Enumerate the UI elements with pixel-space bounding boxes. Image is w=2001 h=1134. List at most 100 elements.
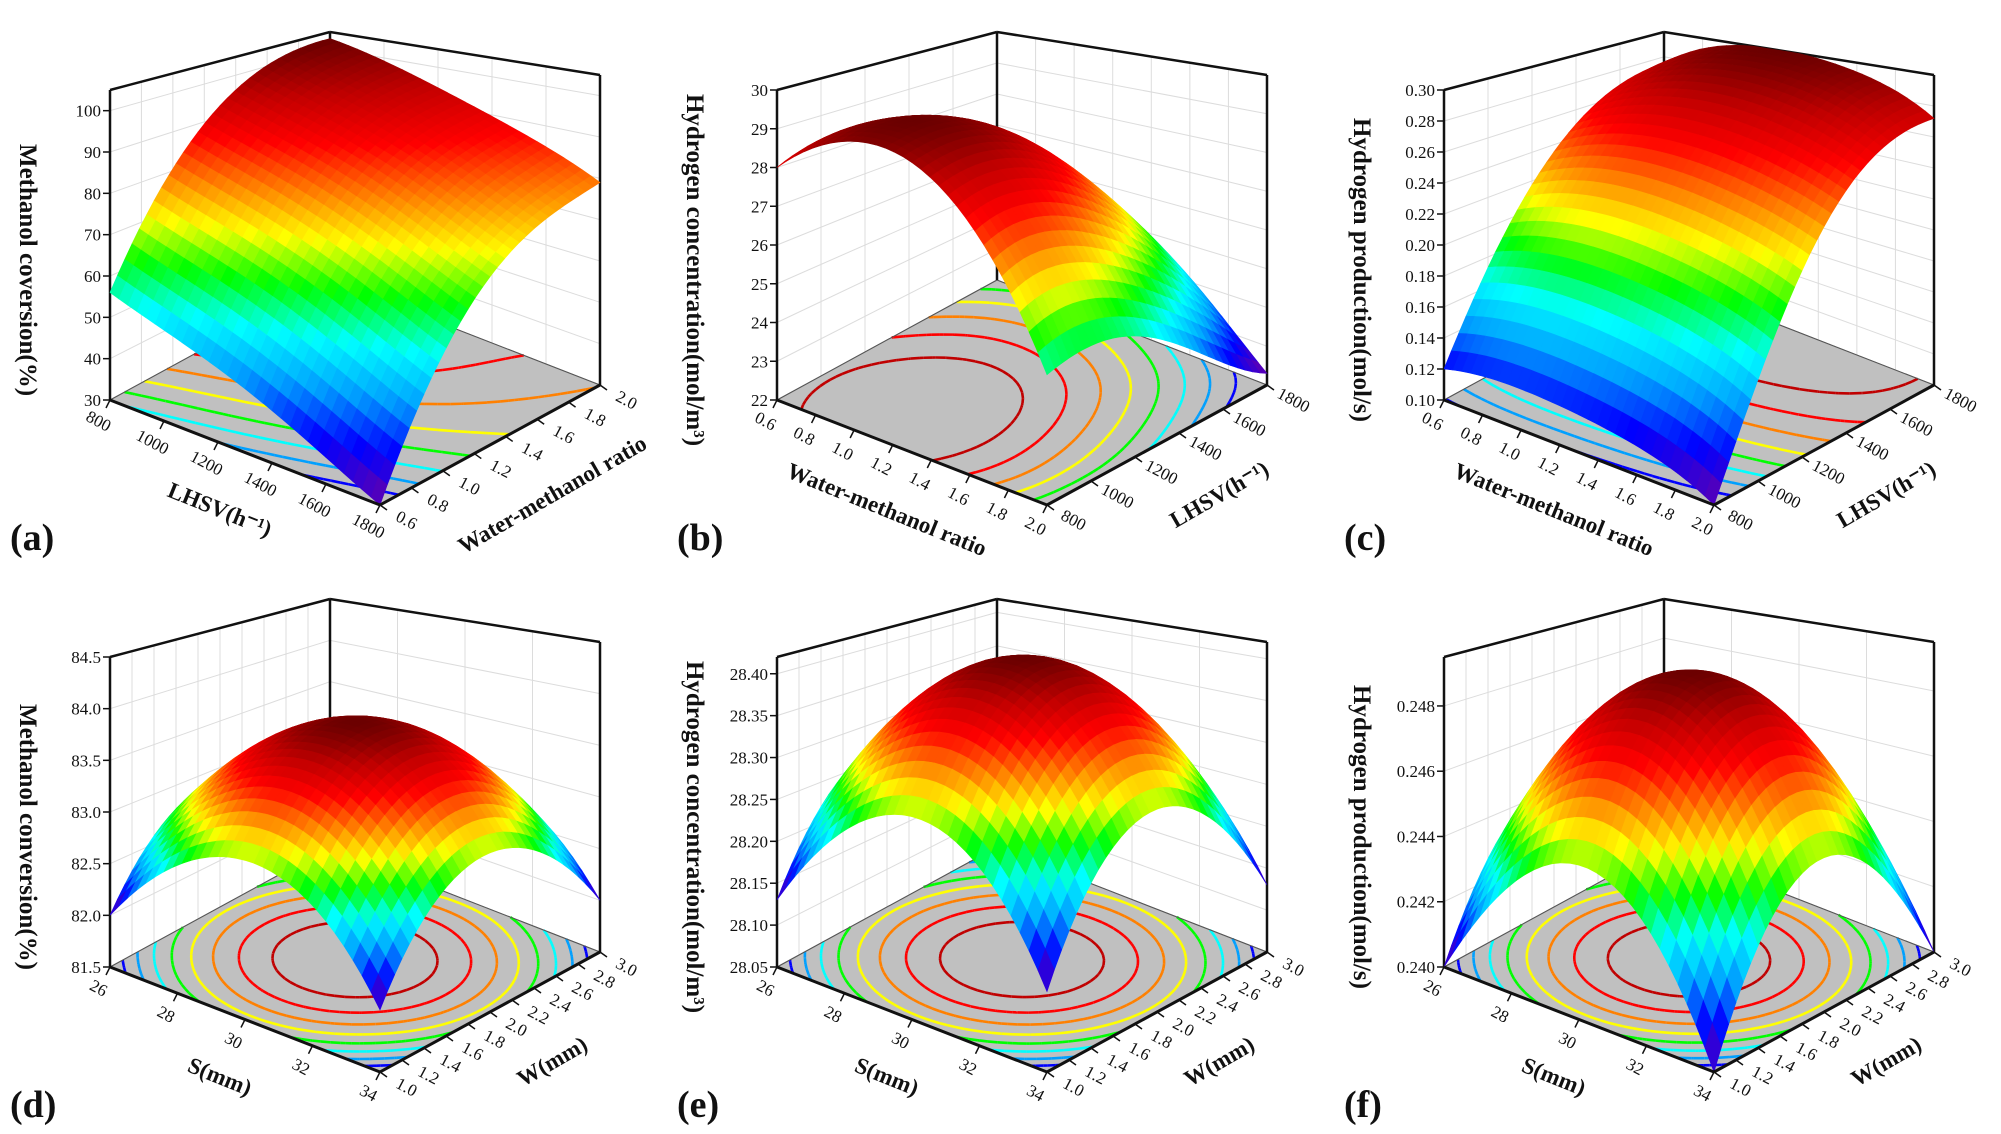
- contour-line: [410, 464, 417, 468]
- contour-line: [258, 882, 268, 888]
- contour-line: [1106, 345, 1113, 351]
- contour-line: [807, 393, 812, 398]
- contour-line: [152, 381, 162, 386]
- contour-line: [388, 1020, 398, 1025]
- contour-line: [444, 896, 453, 902]
- contour-line: [1747, 422, 1756, 427]
- contour-line: [954, 333, 966, 337]
- contour-line: [1126, 439, 1133, 445]
- contour-line: [967, 334, 976, 338]
- contour-line: [1057, 371, 1063, 378]
- contour-line: [1095, 443, 1101, 449]
- z-axis-title: Methanol coversion(%): [14, 144, 41, 396]
- contour-line: [1731, 481, 1741, 486]
- contour-line: [477, 910, 485, 916]
- contour-line: [552, 949, 556, 952]
- contour-line: [221, 980, 228, 987]
- contour-line: [483, 984, 489, 991]
- contour-line: [1077, 430, 1084, 437]
- contour-line: [1145, 355, 1151, 361]
- contour-line: [401, 479, 411, 484]
- contour-line: [804, 396, 810, 402]
- contour-line: [1022, 486, 1030, 492]
- contour-line: [1134, 342, 1139, 346]
- contour-line: [256, 986, 262, 991]
- contour-line: [1106, 457, 1113, 463]
- contour-line: [560, 391, 568, 396]
- contour-line: [1779, 430, 1789, 435]
- contour-line: [1158, 435, 1162, 439]
- contour-line: [213, 945, 217, 949]
- contour-line: [162, 413, 172, 419]
- contour-line: [424, 466, 434, 471]
- contour-line: [244, 974, 250, 981]
- contour-line: [1771, 428, 1781, 433]
- contour-line: [454, 983, 461, 990]
- contour-line: [519, 924, 523, 928]
- contour-line: [1505, 408, 1514, 415]
- contour-line: [309, 989, 318, 994]
- contour-line: [172, 969, 177, 973]
- contour-line: [1781, 409, 1791, 415]
- contour-line: [1769, 407, 1774, 411]
- contour-line: [530, 938, 534, 942]
- contour-line: [1595, 442, 1604, 448]
- left-axis-line: [776, 398, 1048, 507]
- contour-line: [124, 390, 134, 396]
- contour-line: [140, 394, 150, 399]
- contour-line: [138, 969, 143, 975]
- contour-line: [1060, 376, 1066, 383]
- contour-line: [1763, 426, 1770, 431]
- contour-line: [177, 979, 183, 986]
- contour-line: [299, 459, 309, 464]
- contour-line: [527, 933, 533, 940]
- contour-line: [1154, 400, 1158, 404]
- contour-line: [194, 390, 204, 395]
- right-axis-tick-label: 1800: [1274, 384, 1313, 417]
- contour-line: [149, 396, 158, 401]
- contour-line: [428, 918, 436, 924]
- contour-line: [948, 454, 953, 458]
- contour-line: [1599, 428, 1606, 433]
- left-axis-tick-label: 1200: [187, 447, 226, 480]
- contour-line: [272, 1022, 281, 1027]
- contour-line: [486, 400, 498, 404]
- left-axis-tick-label: 1.8: [1650, 498, 1678, 525]
- contour-line: [242, 937, 248, 943]
- contour-line: [432, 948, 437, 954]
- contour-line: [1487, 381, 1495, 387]
- contour-line: [1098, 442, 1102, 446]
- contour-line: [1094, 370, 1099, 377]
- contour-line: [290, 910, 299, 916]
- contour-line: [450, 987, 457, 993]
- contour-line: [1017, 411, 1021, 414]
- contour-line: [424, 939, 431, 946]
- contour-line: [999, 302, 1008, 306]
- z-tick-label: 26: [751, 236, 768, 255]
- contour-line: [1106, 431, 1112, 437]
- contour-line: [989, 364, 998, 370]
- contour-line: [1463, 388, 1471, 394]
- contour-line: [1047, 475, 1055, 481]
- contour-line: [476, 1007, 484, 1014]
- contour-line: [544, 394, 549, 398]
- z-tick-label: 70: [84, 226, 101, 245]
- contour-line: [202, 984, 208, 990]
- z-tick-label: 0.24: [1405, 174, 1435, 193]
- contour-line: [1138, 346, 1145, 353]
- contour-line: [426, 427, 438, 432]
- left-axis-line: [1443, 398, 1715, 507]
- contour-line: [226, 905, 234, 912]
- contour-line: [248, 933, 252, 937]
- contour-line: [471, 907, 479, 913]
- contour-line: [1819, 390, 1828, 394]
- contour-line: [1058, 448, 1065, 455]
- contour-line: [434, 1023, 444, 1028]
- contour-line: [158, 977, 163, 983]
- contour-line: [500, 399, 509, 403]
- left-axis-tick-label: 800: [83, 407, 114, 436]
- right-axis-tick-label: 1400: [1186, 432, 1225, 465]
- contour-line: [437, 906, 446, 912]
- contour-line: [1055, 416, 1061, 423]
- contour-line: [190, 962, 194, 967]
